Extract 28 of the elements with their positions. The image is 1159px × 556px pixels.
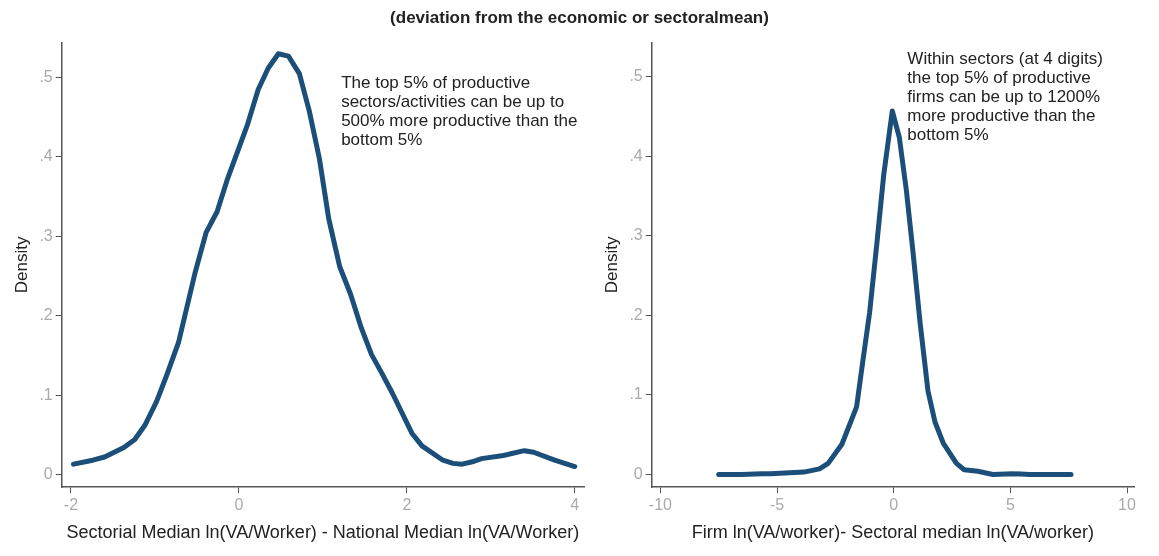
y-tick-label: 0: [633, 464, 643, 482]
y-tick-label: .4: [39, 147, 53, 165]
x-tick-label: -10: [648, 496, 673, 514]
annotation: The top 5% of productive sectors/activities can be up to 500% more productive than the bottom 5%: [341, 72, 578, 149]
y-tick-label: .1: [629, 385, 643, 403]
y-tick-label: .1: [39, 385, 53, 403]
x-tick-label: 0: [234, 496, 244, 514]
y-tick-label: .3: [39, 226, 53, 244]
x-tick-label: 5: [1005, 496, 1015, 514]
y-tick-label: .3: [629, 226, 643, 244]
x-tick-label: 10: [1118, 496, 1136, 514]
y-tick-label: .4: [629, 146, 643, 164]
x-axis-title: Sectorial Median ln(VA/Worker) - National Median ln(VA/Worker): [66, 522, 580, 543]
x-tick-label: 2: [402, 496, 412, 514]
y-tick-label: .2: [629, 305, 643, 323]
y-tick-label: .5: [39, 67, 53, 85]
x-tick-label: -2: [63, 496, 79, 514]
annotation: Within sectors (at 4 digits) the top 5% of productive firms can be up to 1200% more productive than the bottom 5%: [907, 48, 1103, 144]
chart-title: (deviation from the economic or sectoralmean): [389, 8, 770, 29]
x-axis-title: Firm ln(VA/worker)- Sectoral median ln(VA/worker): [691, 522, 1095, 543]
y-tick-label: .2: [39, 306, 53, 324]
y-axis-title: Density: [11, 236, 31, 294]
x-tick-label: 4: [570, 496, 580, 514]
y-tick-label: .5: [629, 67, 643, 85]
x-tick-label: 0: [889, 496, 899, 514]
x-tick-label: -5: [769, 496, 785, 514]
y-tick-label: 0: [43, 464, 53, 482]
y-axis-title: Density: [601, 236, 621, 294]
